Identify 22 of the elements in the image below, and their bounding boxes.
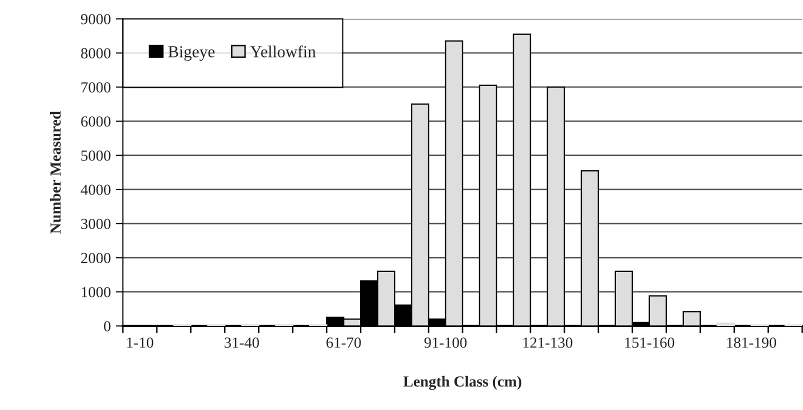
legend-label: Bigeye <box>168 46 214 61</box>
x-tick-label: 1-10 <box>127 338 154 348</box>
x-tick-label: 31-40 <box>224 338 259 348</box>
y-tick-label: 4000 <box>80 184 110 195</box>
y-tick-label: 7000 <box>82 82 110 93</box>
bar <box>716 322 735 326</box>
x-tick-label: 121-130 <box>523 338 572 348</box>
y-tick-label: 0 <box>104 321 110 332</box>
y-tick-label: 9000 <box>80 14 110 24</box>
x-tick-label: 151-160 <box>625 338 674 348</box>
x-tick-label: 61-70 <box>326 338 361 348</box>
y-tick-label: 8000 <box>81 48 110 58</box>
y-tick-label: 3000 <box>81 218 110 230</box>
y-tick-label: 1000 <box>82 286 110 298</box>
x-tick-label: 91-100 <box>424 338 467 348</box>
y-tick-label: 6000 <box>81 116 110 127</box>
y-axis-title: Number Measured <box>50 111 61 234</box>
x-tick-label: 181-190 <box>727 338 776 348</box>
legend-label: Yellowfin <box>250 45 316 58</box>
y-tick-label: 2000 <box>81 252 110 264</box>
x-axis-title: Length Class (cm) <box>403 376 522 390</box>
y-tick-label: 5000 <box>81 150 110 161</box>
